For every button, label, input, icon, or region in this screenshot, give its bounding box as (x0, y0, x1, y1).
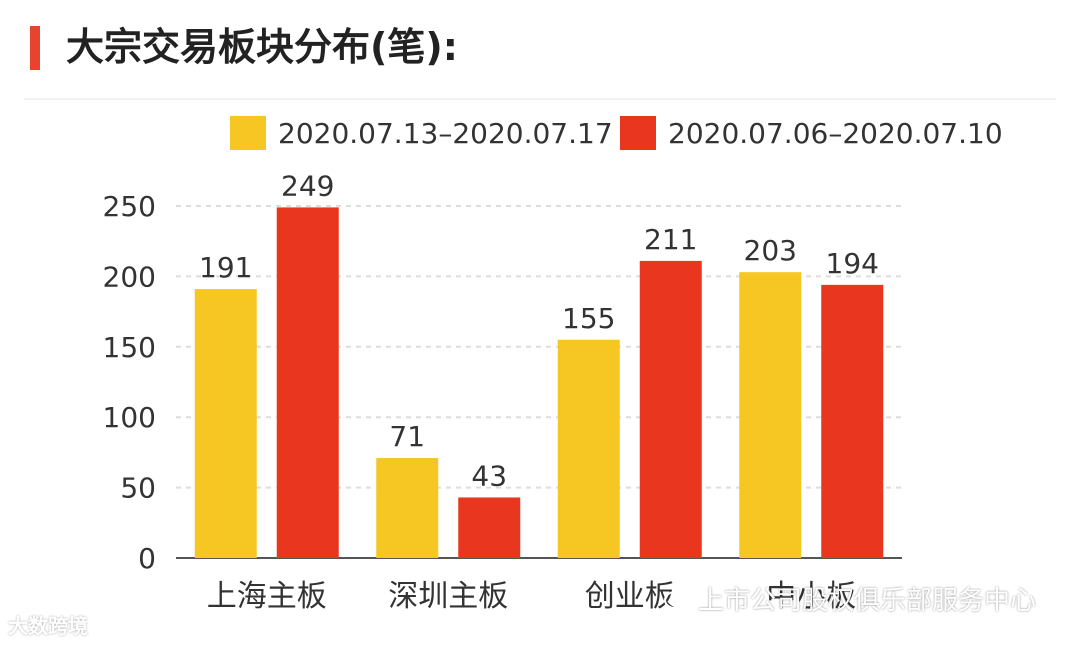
legend-label: 2020.07.06–2020.07.10 (668, 117, 1003, 150)
data-label: 191 (199, 251, 252, 284)
bar (458, 497, 521, 558)
watermark-left: 大数跨境 (8, 610, 88, 639)
y-tick-label: 200 (103, 260, 156, 293)
y-tick-label: 100 (103, 401, 156, 434)
data-label: 249 (281, 169, 334, 202)
data-label: 43 (471, 459, 507, 492)
x-tick-label: 创业板 (585, 579, 675, 614)
page-title: 大宗交易板块分布(笔): (66, 25, 458, 69)
data-label: 155 (562, 302, 615, 335)
legend-swatch (620, 116, 656, 150)
bar (639, 260, 702, 558)
watermark-right-text: 上市公司股权俱乐部服务中心 (698, 586, 1037, 616)
legend-label: 2020.07.13–2020.07.17 (278, 117, 613, 150)
x-tick-label: 上海主板 (207, 579, 327, 614)
watermark-right: 上市公司股权俱乐部服务中心 (664, 580, 1036, 617)
wechat-icon (664, 591, 692, 611)
bar (194, 289, 257, 558)
bar (376, 458, 439, 558)
header-divider (24, 98, 1056, 100)
bar (557, 339, 620, 558)
legend-swatch (230, 116, 266, 150)
x-tick-label: 深圳主板 (388, 579, 508, 614)
y-tick-label: 150 (103, 331, 156, 364)
bar (739, 272, 802, 558)
x-tick-label: 中小板 (766, 579, 856, 614)
data-label: 211 (644, 223, 697, 256)
data-label: 194 (826, 247, 879, 280)
bar (821, 284, 884, 558)
y-tick-label: 50 (120, 472, 156, 505)
y-tick-label: 250 (103, 190, 156, 223)
title-accent-bar (30, 26, 40, 70)
bar (276, 207, 339, 558)
data-label: 71 (389, 420, 425, 453)
data-label: 203 (744, 234, 797, 267)
y-tick-label: 0 (138, 542, 156, 575)
watermark-left-text: 大数跨境 (8, 614, 88, 638)
